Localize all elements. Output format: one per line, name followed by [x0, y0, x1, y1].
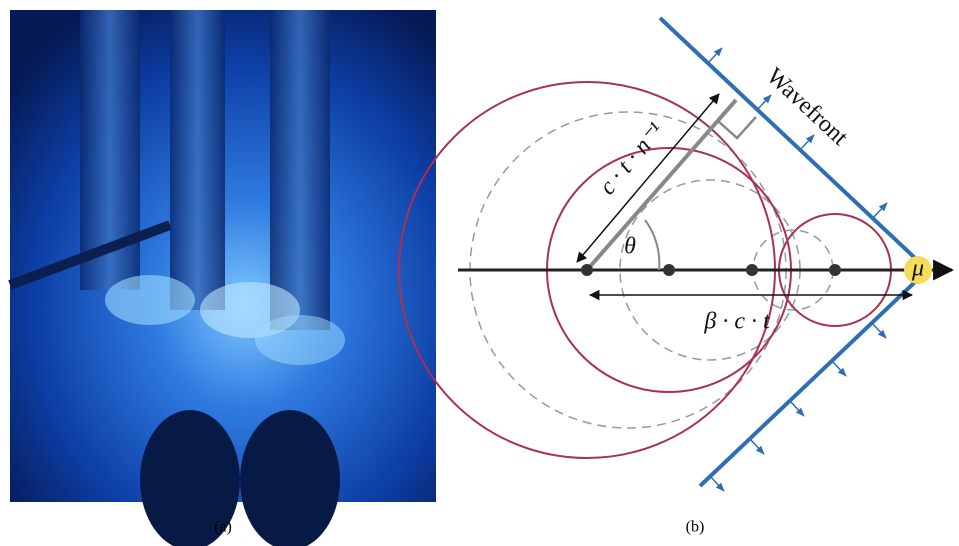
caption: (a): [214, 519, 232, 536]
cherenkov-diagram: [399, 18, 952, 491]
angle-label: θ: [624, 234, 636, 260]
reactor-photo: [10, 10, 436, 546]
wavefront-label: Wavefront: [761, 63, 853, 151]
caption: (b): [686, 519, 705, 536]
particle-label: μ: [911, 256, 924, 282]
travel-label: β · c · t: [703, 309, 771, 335]
figure: (a) μ θ β · c · t c · t · n⁻¹: [0, 0, 959, 546]
